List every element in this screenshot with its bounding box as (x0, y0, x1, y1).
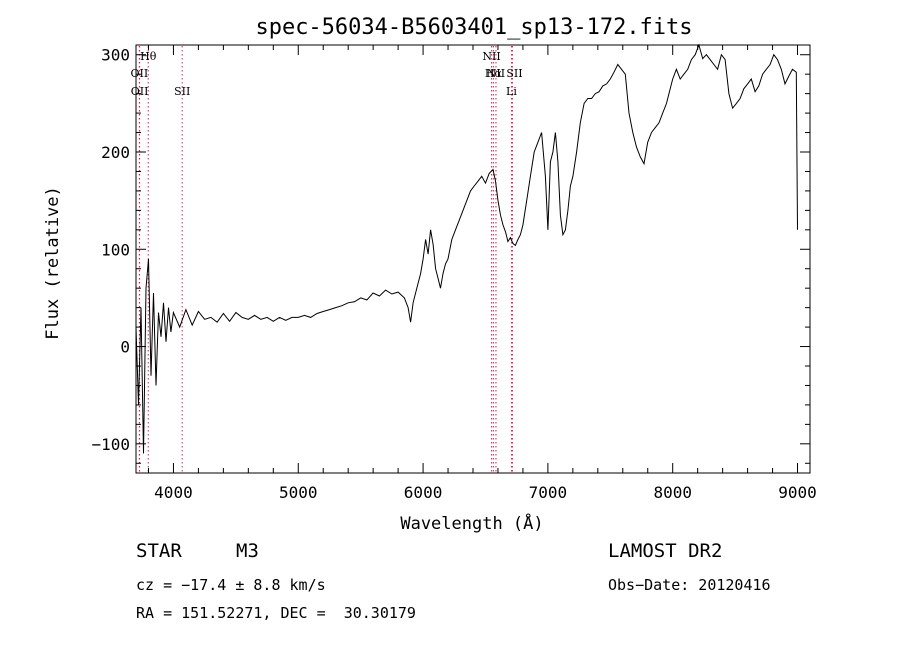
coordinates: RA = 151.52271, DEC = 30.30179 (136, 604, 416, 622)
x-tick-label: 8000 (653, 483, 692, 502)
emission-line-label: Hθ (140, 50, 157, 63)
object-class: STAR (136, 540, 182, 562)
x-axis-label: Wavelength (Å) (400, 512, 543, 534)
y-tick-label: 200 (101, 143, 130, 162)
observation-date: Obs−Date: 20120416 (608, 576, 771, 594)
y-tick-label: −100 (91, 435, 130, 454)
x-tick-label: 7000 (529, 483, 568, 502)
emission-line-label: NII (482, 50, 500, 63)
redshift-velocity: cz = −17.4 ± 8.8 km/s (136, 576, 326, 594)
emission-line-label: OII (131, 67, 149, 80)
y-tick-label: 300 (101, 46, 130, 65)
x-axis-ticks: 4000 5000 6000 7000 8000 9000 (147, 45, 817, 502)
object-subclass: M3 (236, 540, 259, 562)
emission-line-label: Li (506, 85, 517, 98)
x-tick-label: 9000 (778, 483, 817, 502)
y-axis-ticks: −100 0 100 200 300 (91, 46, 810, 464)
x-tick-label: 6000 (404, 483, 443, 502)
emission-line-label: OII (131, 85, 149, 98)
emission-line-label: SII (506, 67, 522, 80)
x-tick-label: 4000 (154, 483, 193, 502)
x-tick-label: 5000 (279, 483, 318, 502)
plot-frame (135, 44, 811, 474)
emission-line-label: SII (174, 85, 190, 98)
y-tick-label: 0 (120, 338, 130, 357)
spectrum-series-line (135, 43, 798, 454)
survey-name: LAMOST DR2 (608, 540, 723, 562)
emission-line-label: Hα (485, 67, 503, 80)
chart-title: spec-56034-B5603401_sp13-172.fits (255, 15, 692, 40)
y-tick-label: 100 (101, 240, 130, 259)
emission-line-label: NII (487, 67, 505, 80)
y-axis-label: Flux (relative) (43, 186, 63, 340)
